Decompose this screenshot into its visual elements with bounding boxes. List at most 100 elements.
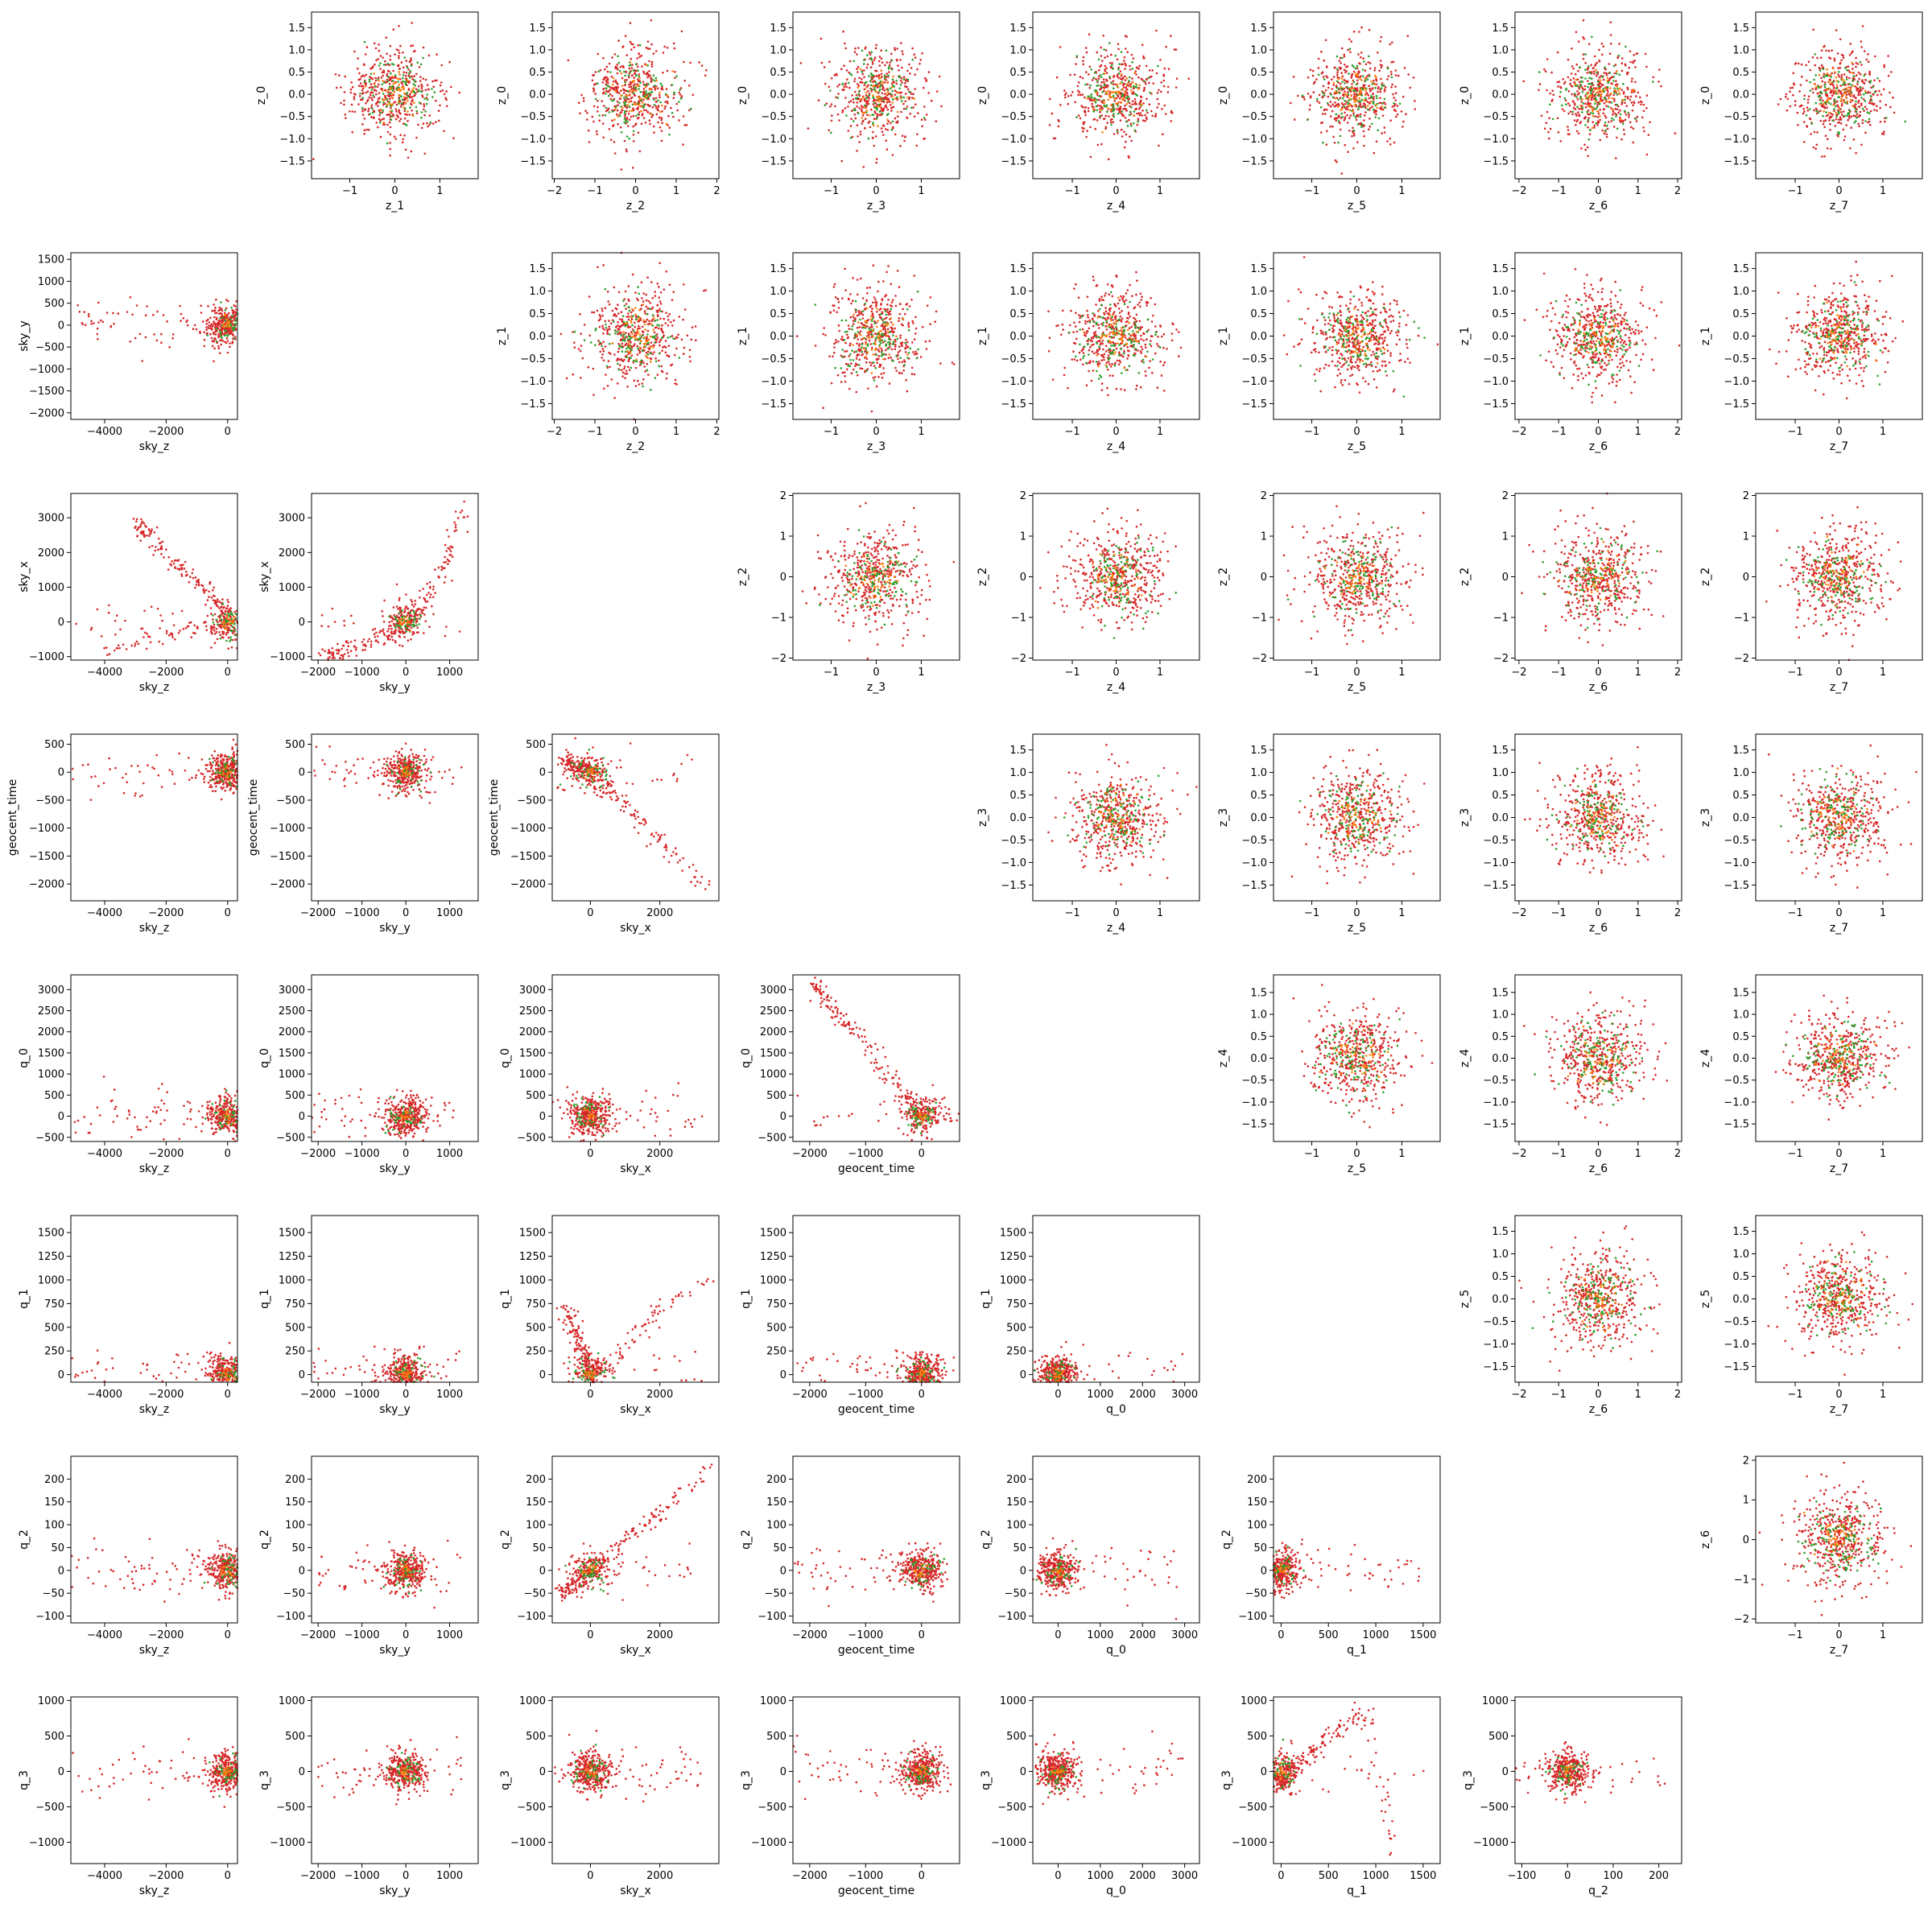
data-point: [429, 771, 432, 774]
data-point: [219, 1117, 222, 1119]
data-point: [174, 566, 176, 568]
data-point: [419, 608, 422, 611]
data-point: [573, 1125, 576, 1128]
data-point: [403, 785, 407, 787]
data-point: [383, 771, 386, 774]
data-point: [892, 1082, 895, 1085]
data-point: [426, 1108, 428, 1112]
data-point: [389, 1118, 392, 1121]
data-point: [394, 774, 398, 777]
y-axis-label: q_1: [18, 1289, 31, 1309]
data-point: [583, 770, 585, 773]
axes-frame: [551, 733, 720, 902]
data-point: [222, 1371, 225, 1374]
data-point: [819, 1005, 823, 1009]
data-point: [416, 1117, 419, 1121]
data-point: [572, 1133, 576, 1135]
data-point: [336, 652, 339, 654]
data-point: [417, 1096, 419, 1099]
data-point: [427, 1113, 431, 1116]
data-point: [209, 1373, 213, 1375]
data-point: [224, 308, 227, 312]
data-point: [913, 1125, 915, 1127]
data-point: [382, 782, 385, 785]
data-point: [401, 645, 404, 647]
data-point: [689, 1122, 692, 1125]
data-point: [857, 1036, 861, 1038]
data-point: [383, 599, 386, 602]
data-point: [140, 518, 142, 521]
data-point: [215, 1107, 217, 1109]
data-point: [374, 1112, 378, 1115]
y-tick-label: 500: [44, 1090, 64, 1102]
y-tick-label: 1500: [38, 1047, 64, 1059]
y-tick-label: −2000: [29, 879, 64, 891]
data-point: [677, 1082, 680, 1084]
data-point: [572, 759, 574, 762]
data-point: [428, 625, 431, 628]
data-point: [404, 763, 407, 766]
data-point: [926, 1100, 928, 1103]
data-point: [213, 629, 216, 632]
data-point: [226, 629, 229, 632]
data-point: [425, 1128, 427, 1130]
data-point: [232, 324, 234, 327]
data-point: [404, 794, 407, 797]
data-point: [126, 311, 129, 313]
data-point: [584, 1108, 586, 1110]
data-point: [919, 1097, 923, 1100]
data-point: [221, 308, 223, 310]
data-point: [397, 1121, 400, 1124]
data-point: [932, 1111, 935, 1113]
data-point: [225, 325, 228, 328]
y-tick-label: 0: [780, 1111, 786, 1123]
data-point: [400, 748, 403, 750]
data-point: [601, 1107, 604, 1109]
data-point: [826, 1115, 829, 1118]
data-point: [910, 1139, 914, 1141]
data-point: [598, 767, 601, 770]
data-point: [90, 1369, 93, 1372]
data-point: [211, 754, 213, 757]
data-point: [160, 1099, 163, 1102]
data-point: [225, 615, 229, 617]
data-point: [205, 320, 208, 322]
data-point: [395, 605, 398, 608]
data-point: [608, 1123, 611, 1125]
x-tick-label: −4000: [87, 907, 122, 919]
data-point: [598, 1120, 601, 1123]
data-point: [134, 525, 137, 528]
data-point: [206, 1100, 208, 1104]
data-point: [912, 1100, 915, 1103]
data-point: [688, 865, 691, 869]
data-point: [233, 327, 235, 330]
data-point: [684, 1121, 687, 1123]
data-point: [687, 1118, 690, 1121]
data-point: [364, 1134, 367, 1137]
y-tick-label: 500: [44, 298, 64, 310]
data-point: [231, 748, 234, 750]
data-point: [568, 1136, 571, 1138]
data-point: [393, 760, 396, 763]
data-point: [679, 859, 681, 861]
data-point: [404, 756, 407, 758]
y-tick-label: 1500: [38, 1228, 64, 1240]
data-point: [403, 608, 407, 610]
data-point: [216, 638, 219, 641]
data-point: [384, 1379, 387, 1381]
data-point: [229, 342, 231, 345]
data-point: [419, 617, 421, 620]
data-point: [576, 1117, 579, 1121]
data-point: [228, 1130, 231, 1133]
data-point: [209, 762, 213, 766]
y-tick-label: 2000: [279, 1026, 305, 1038]
data-point: [177, 1366, 180, 1369]
data-point: [389, 772, 391, 775]
data-point: [672, 774, 675, 777]
data-point: [372, 761, 375, 764]
data-point: [396, 786, 399, 789]
data-point: [219, 615, 222, 617]
data-point: [432, 613, 435, 616]
data-point: [159, 1122, 162, 1125]
data-point: [180, 320, 182, 322]
